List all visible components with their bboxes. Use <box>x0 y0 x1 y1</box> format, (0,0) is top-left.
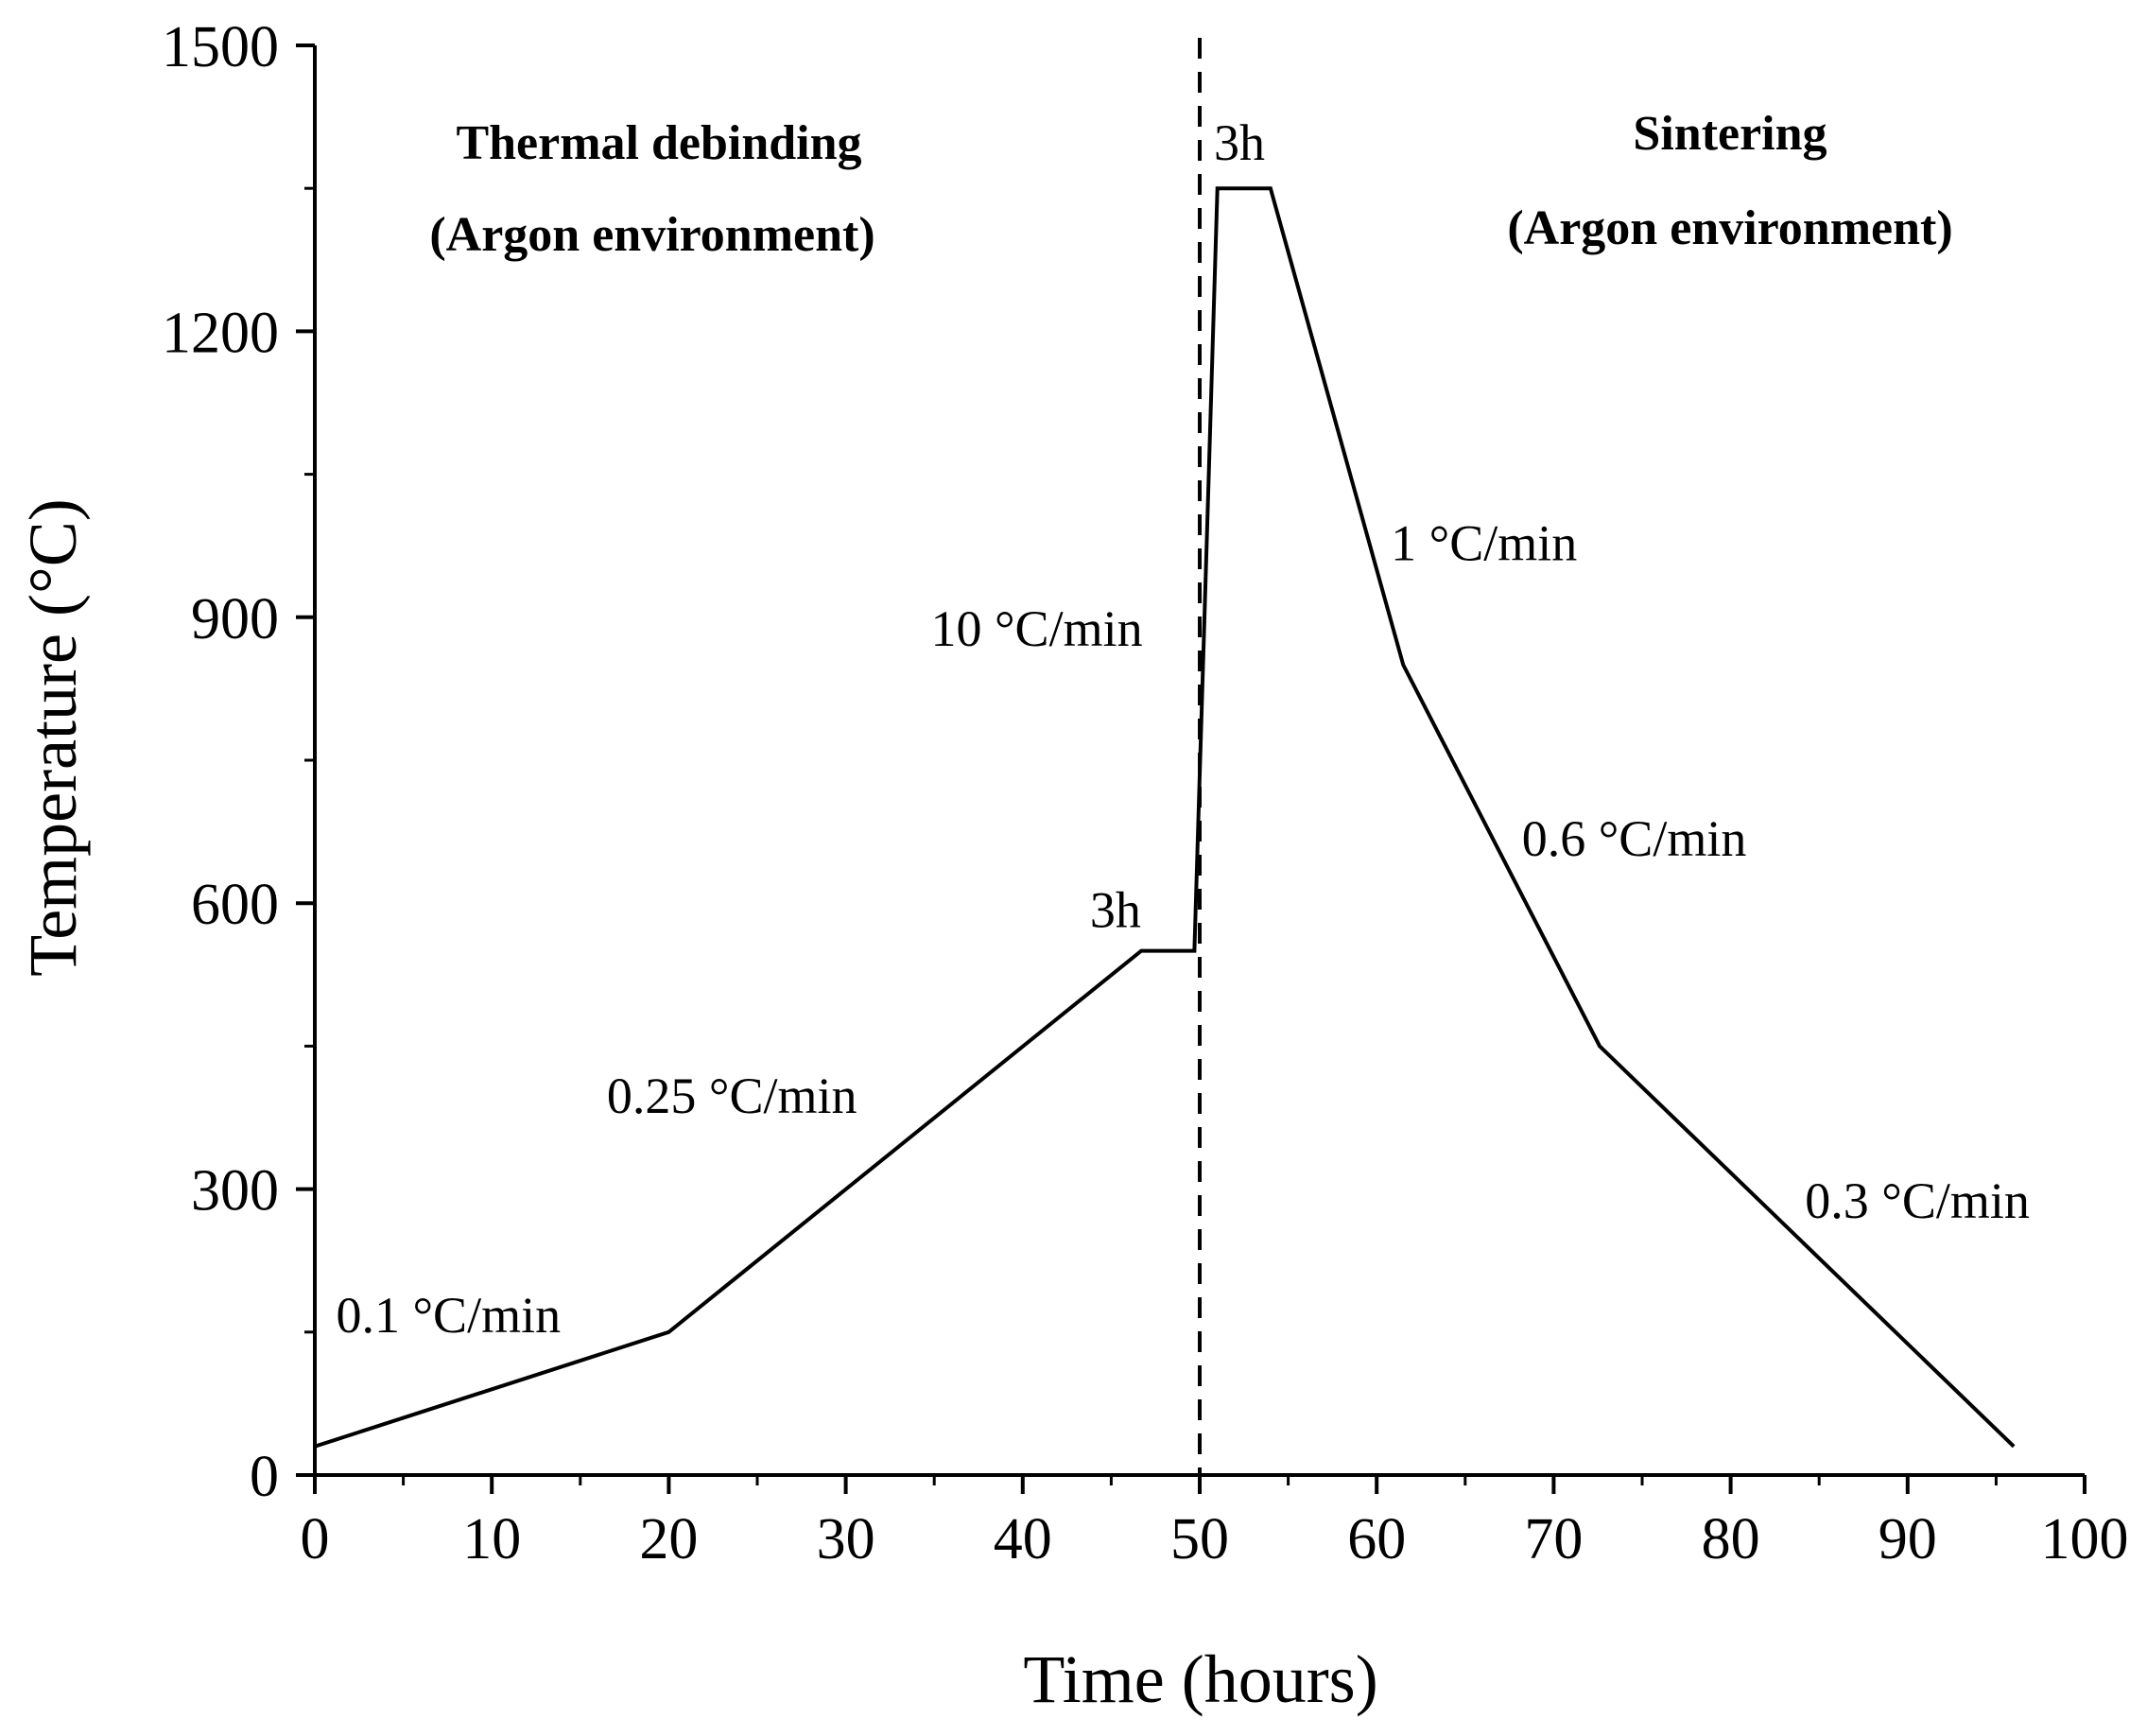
y-axis-title: Temperature (°C) <box>15 498 91 977</box>
x-tick-label-10: 10 <box>462 1507 521 1571</box>
region-subtitle-debinding: (Argon environment) <box>429 208 874 262</box>
y-tick-label-1200: 1200 <box>162 301 279 365</box>
region-subtitle-sintering: (Argon environment) <box>1507 201 1952 255</box>
x-tick-label-100: 100 <box>2041 1507 2129 1571</box>
x-axis-title: Time (hours) <box>1023 1641 1377 1717</box>
rate-annotation-1: 0.25 °C/min <box>607 1068 857 1124</box>
x-tick-label-80: 80 <box>1702 1507 1760 1571</box>
x-tick-label-90: 90 <box>1879 1507 1937 1571</box>
x-tick-label-40: 40 <box>994 1507 1052 1571</box>
y-tick-label-300: 300 <box>191 1159 279 1224</box>
y-tick-label-1500: 1500 <box>162 15 279 79</box>
temperature-profile-line-0 <box>314 186 2016 1449</box>
x-tick-label-0: 0 <box>301 1507 330 1571</box>
rate-annotation-2: 3h <box>1090 881 1141 938</box>
annotations: 0.1 °C/min 0.25 °C/min 3h 10 °C/min 3h 1 °C/m… <box>336 114 2029 1344</box>
rate-annotation-7: 0.3 °C/min <box>1805 1172 2030 1229</box>
y-tick-label-600: 600 <box>191 873 279 937</box>
rate-annotation-0: 0.1 °C/min <box>336 1287 561 1344</box>
labels: Time (hours) Temperature (°C) Thermal de… <box>15 107 1953 1717</box>
rate-annotation-3: 10 °C/min <box>930 600 1142 657</box>
x-tick-label-50: 50 <box>1170 1507 1229 1571</box>
rate-annotation-6: 0.6 °C/min <box>1522 810 1747 867</box>
x-tick-label-30: 30 <box>817 1507 875 1571</box>
x-tick-label-20: 20 <box>639 1507 698 1571</box>
series <box>314 38 2016 1475</box>
y-tick-label-900: 900 <box>191 587 279 651</box>
x-tick-label-60: 60 <box>1347 1507 1406 1571</box>
x-tick-label-70: 70 <box>1524 1507 1583 1571</box>
y-tick-label-0: 0 <box>250 1445 279 1509</box>
ticks: 0 10 20 30 40 50 60 70 80 90 100 0 300 600 900 1200 1500 <box>162 15 2129 1571</box>
region-title-sintering: Sintering <box>1633 107 1827 161</box>
region-title-debinding: Thermal debinding <box>456 116 861 170</box>
rate-annotation-5: 1 °C/min <box>1391 514 1577 571</box>
rate-annotation-4: 3h <box>1214 114 1265 171</box>
